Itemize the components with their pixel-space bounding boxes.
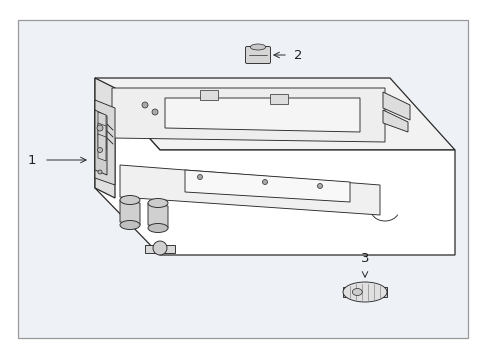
Circle shape [142, 102, 148, 108]
Ellipse shape [120, 195, 140, 204]
Polygon shape [200, 90, 218, 100]
FancyBboxPatch shape [245, 46, 270, 63]
Ellipse shape [343, 282, 387, 302]
Text: 3: 3 [361, 252, 369, 265]
Polygon shape [383, 92, 410, 120]
Ellipse shape [120, 220, 140, 230]
Circle shape [98, 148, 102, 153]
Polygon shape [95, 78, 115, 198]
Polygon shape [145, 245, 175, 253]
Polygon shape [98, 112, 106, 138]
FancyBboxPatch shape [18, 20, 468, 338]
Polygon shape [112, 88, 385, 142]
Text: 1: 1 [28, 153, 36, 166]
Polygon shape [98, 123, 106, 150]
Polygon shape [383, 110, 408, 132]
Circle shape [97, 125, 103, 131]
Polygon shape [343, 287, 387, 297]
Ellipse shape [148, 198, 168, 207]
Ellipse shape [250, 44, 266, 50]
Polygon shape [185, 170, 350, 202]
Ellipse shape [352, 288, 362, 296]
Polygon shape [95, 78, 455, 150]
Circle shape [197, 175, 202, 180]
Polygon shape [95, 78, 455, 255]
Polygon shape [148, 203, 168, 228]
Polygon shape [165, 98, 360, 132]
Polygon shape [120, 165, 380, 215]
Polygon shape [270, 94, 288, 104]
Polygon shape [95, 110, 107, 175]
Ellipse shape [148, 224, 168, 233]
Polygon shape [95, 100, 115, 185]
Text: 2: 2 [294, 49, 302, 62]
Circle shape [263, 180, 268, 185]
Circle shape [153, 241, 167, 255]
Circle shape [318, 184, 322, 189]
Polygon shape [120, 200, 140, 225]
Circle shape [152, 109, 158, 115]
Polygon shape [98, 134, 106, 161]
Circle shape [98, 170, 102, 174]
